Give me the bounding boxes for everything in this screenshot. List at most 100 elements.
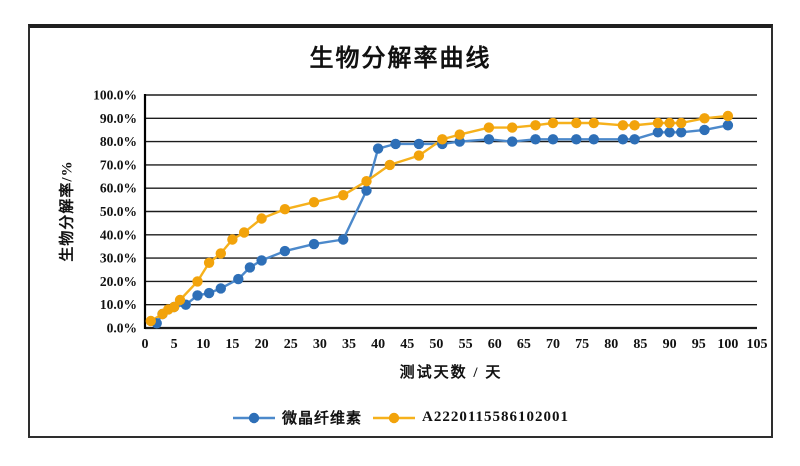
x-tick-label: 0 (142, 337, 149, 352)
y-tick-label: 90.0% (100, 111, 137, 126)
data-point-marker (145, 315, 156, 327)
x-tick-label: 55 (459, 337, 473, 352)
data-point-marker (530, 134, 541, 145)
data-point-marker (308, 197, 320, 208)
data-point-marker (588, 117, 599, 129)
data-point-marker (664, 117, 675, 129)
data-point-marker (676, 127, 687, 138)
x-tick-label: 25 (284, 337, 298, 352)
data-point-marker (372, 143, 384, 154)
x-tick-label: 45 (400, 337, 414, 352)
x-tick-label: 35 (342, 337, 356, 352)
data-point-marker (384, 159, 395, 171)
x-tick-label: 10 (196, 337, 210, 352)
data-point-marker (617, 134, 629, 145)
data-point-marker (547, 134, 559, 145)
y-tick-label: 10.0% (100, 297, 137, 312)
data-point-marker (203, 287, 215, 299)
y-tick-label: 20.0% (100, 274, 137, 289)
data-point-marker (652, 127, 664, 138)
series-line (155, 124, 729, 324)
x-tick-label: 20 (255, 337, 269, 352)
y-tick-label: 50.0% (100, 204, 137, 219)
x-tick-label: 40 (371, 337, 385, 352)
data-point-marker (629, 134, 640, 145)
legend-item: A2220115586102001 (372, 409, 569, 426)
data-point-marker (571, 117, 582, 129)
data-point-marker (256, 213, 267, 224)
data-point-marker (617, 120, 629, 131)
legend-item: 微晶纤维素 (232, 407, 362, 428)
y-tick-label: 60.0% (100, 181, 137, 196)
x-tick-label: 80 (604, 337, 618, 352)
x-tick-label: 90 (663, 337, 677, 352)
data-point-marker (483, 122, 495, 133)
chart-legend: 微晶纤维素 A2220115586102001 (28, 407, 773, 428)
x-tick-label: 75 (575, 337, 589, 352)
data-point-marker (338, 234, 349, 245)
data-point-marker (361, 185, 372, 196)
y-tick-label: 100.0% (93, 88, 137, 103)
y-tick-label: 70.0% (100, 157, 137, 172)
y-tick-label: 0.0% (107, 321, 137, 336)
data-point-marker (722, 120, 734, 131)
data-point-marker (215, 248, 226, 259)
data-point-marker (652, 117, 664, 129)
data-point-marker (244, 262, 256, 273)
data-point-marker (664, 127, 675, 138)
data-point-marker (722, 110, 734, 122)
legend-label: A2220115586102001 (422, 409, 570, 425)
x-tick-label: 70 (546, 337, 560, 352)
x-tick-label: 105 (747, 337, 768, 352)
x-axis-title: 测试天数 / 天 (399, 365, 503, 381)
data-point-marker (390, 138, 401, 150)
data-point-marker (238, 227, 250, 238)
data-point-marker (215, 283, 226, 294)
data-point-marker (256, 255, 267, 266)
data-point-marker (437, 134, 448, 145)
data-point-marker (676, 117, 687, 129)
chart-border-frame (28, 24, 773, 438)
chart-title: 生物分解率曲线 (309, 46, 492, 72)
data-point-marker (174, 294, 186, 306)
x-tick-label: 85 (633, 337, 647, 352)
data-point-marker (629, 120, 640, 131)
data-point-marker (279, 204, 291, 215)
legend-marker-icon (232, 412, 275, 423)
data-point-marker (699, 113, 710, 124)
data-point-marker (192, 290, 203, 301)
data-point-marker (507, 136, 518, 147)
data-point-marker (588, 134, 599, 145)
data-point-marker (507, 122, 518, 133)
data-point-marker (547, 117, 559, 129)
data-point-marker (192, 276, 203, 287)
data-point-marker (338, 190, 349, 201)
x-tick-label: 95 (692, 337, 706, 352)
legend-label: 微晶纤维素 (281, 411, 362, 427)
y-tick-label: 30.0% (100, 251, 137, 266)
data-point-marker (308, 238, 320, 250)
y-tick-label: 80.0% (100, 134, 137, 149)
x-tick-label: 50 (429, 337, 443, 352)
data-point-marker (361, 176, 372, 187)
x-tick-label: 30 (313, 337, 327, 352)
data-point-marker (233, 273, 244, 285)
data-point-marker (530, 120, 541, 131)
data-point-marker (413, 138, 425, 150)
x-tick-label: 60 (488, 337, 502, 352)
x-tick-label: 15 (225, 337, 239, 352)
data-point-marker (454, 129, 465, 140)
y-tick-label: 40.0% (100, 227, 137, 242)
x-tick-label: 65 (517, 337, 531, 352)
data-point-marker (168, 301, 180, 313)
data-point-marker (483, 134, 495, 145)
legend-marker-icon (373, 412, 415, 423)
x-tick-label: 100 (717, 337, 738, 352)
data-point-marker (279, 245, 291, 257)
x-tick-label: 5 (171, 337, 178, 352)
data-point-marker (203, 257, 215, 268)
data-point-marker (699, 124, 710, 136)
data-point-marker (413, 150, 425, 161)
